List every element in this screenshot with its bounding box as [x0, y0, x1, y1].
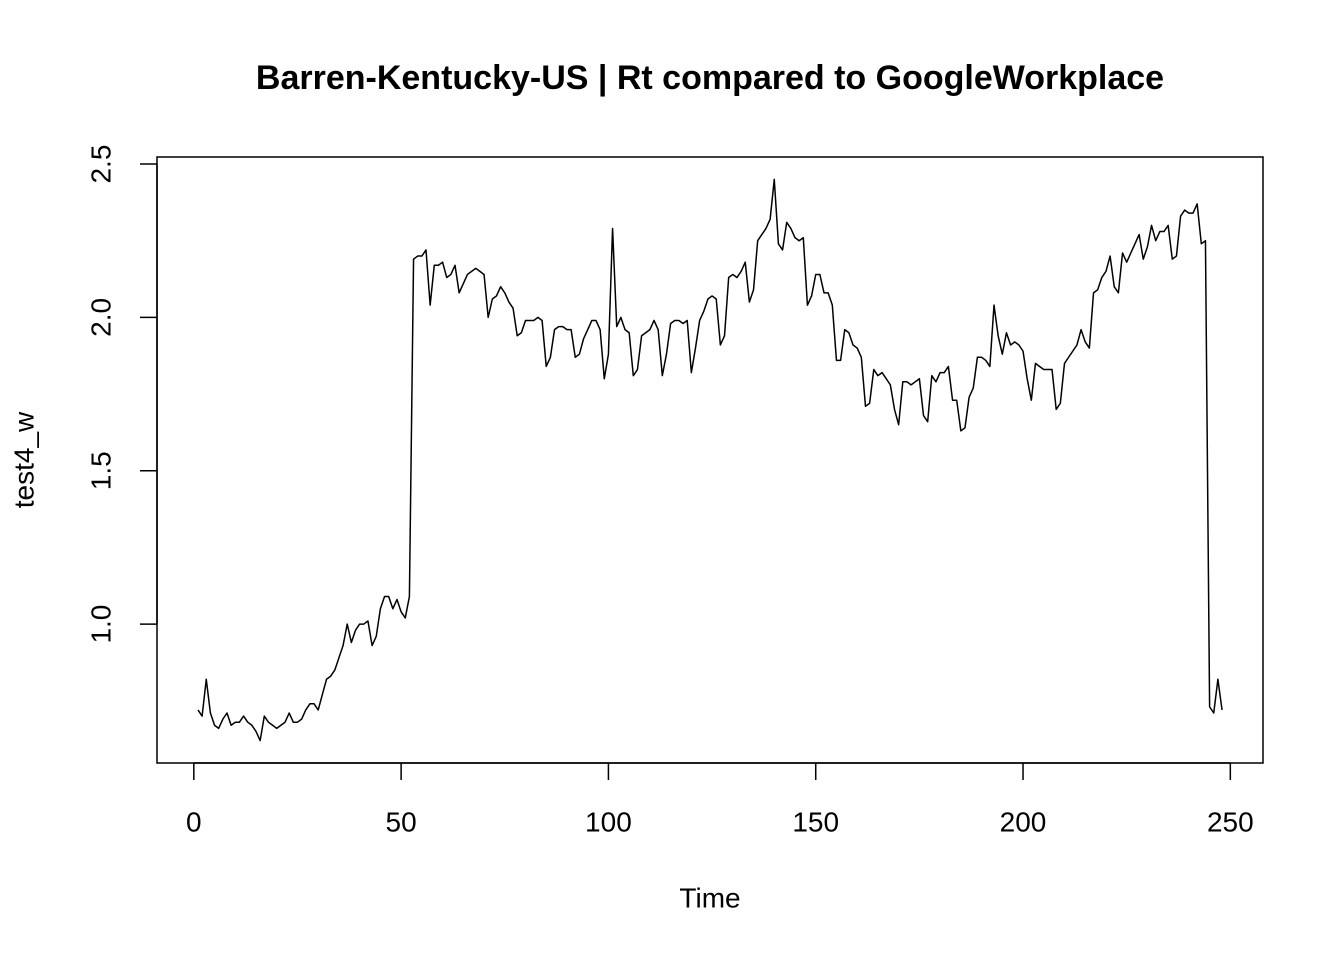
- plot-frame: [156, 156, 1264, 764]
- y-tick-label: 1.0: [85, 605, 116, 644]
- chart-title: Barren-Kentucky-US | Rt compared to Goog…: [256, 59, 1164, 97]
- y-tick-label: 1.5: [85, 451, 116, 490]
- x-tick-label: 150: [792, 806, 839, 837]
- y-axis-title: test4_w: [8, 411, 39, 508]
- y-tick-label: 2.5: [85, 145, 116, 184]
- x-tick-label: 0: [186, 806, 202, 837]
- x-tick-label: 100: [585, 806, 632, 837]
- x-tick-label: 250: [1207, 806, 1254, 837]
- y-tick-label: 2.0: [85, 298, 116, 337]
- x-tick-label: 200: [1000, 806, 1047, 837]
- x-axis-title: Time: [679, 882, 740, 913]
- data-line: [197, 178, 1223, 742]
- x-tick-label: 50: [386, 806, 417, 837]
